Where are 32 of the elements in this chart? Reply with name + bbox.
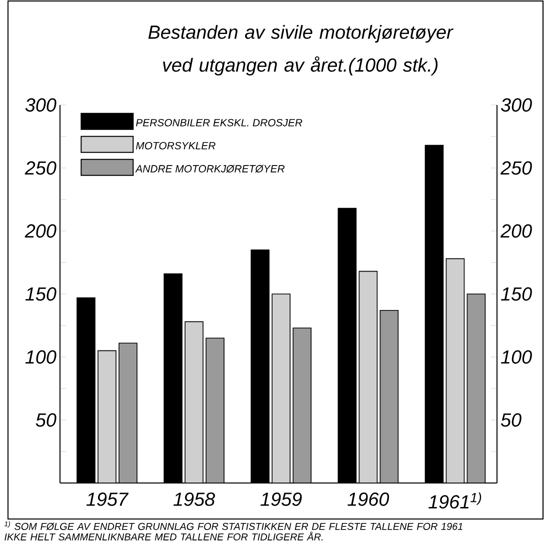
y-tick-label: 300 (25, 98, 56, 112)
x-tick-label: 1960 (348, 492, 390, 506)
y-tick-label: 150 (25, 287, 56, 301)
x-tick-label: 1959 (260, 492, 302, 506)
bar (98, 350, 116, 483)
x-tick-label: 1958 (173, 492, 215, 506)
x-tick-label: 1957 (86, 492, 129, 506)
y-tick-label: 50 (36, 413, 56, 427)
y-tick-label: 250 (24, 161, 56, 175)
bar (184, 321, 204, 483)
legend-label: ANDRE MOTORKJØRETØYER (135, 164, 285, 173)
y2-tick-label: 150 (501, 287, 532, 301)
bar (272, 294, 291, 483)
y-tick-label: 100 (25, 350, 56, 364)
legend-label: MOTORSYKLER (136, 142, 216, 150)
chart-title: Bestanden av sivile motorkjøretøyer ved utgangen av året.(1000 stk.) (148, 24, 454, 76)
x-tick-label: 1961$^{1)}$ (428, 492, 482, 509)
y2-tick-label: 300 (500, 98, 532, 112)
bar (466, 294, 486, 483)
bar (292, 328, 312, 483)
y2-tick-label: 250 (500, 161, 532, 175)
y2-tick-label: 200 (500, 224, 532, 238)
bar (206, 338, 224, 483)
bar (118, 342, 138, 483)
y2-tick-label: 50 (500, 413, 522, 427)
bar (380, 310, 399, 483)
bar (358, 270, 378, 483)
legend-label: PERSONBILER EKSKL. DROSJER (136, 118, 302, 126)
y2-tick-label: 100 (501, 350, 532, 364)
y-tick-label: 200 (24, 224, 56, 238)
bar (446, 258, 465, 483)
text: $^{1)}$ SOM FØLGE AV ENDRET GRUNNLAG FOR STATISTIKKEN ER DE FLESTE TALLENE FOR 1961 IKKE HELT SAMMENLIKNBARE MED TALLENE FOR TIDLIGERE ÅR. (4, 521, 462, 540)
